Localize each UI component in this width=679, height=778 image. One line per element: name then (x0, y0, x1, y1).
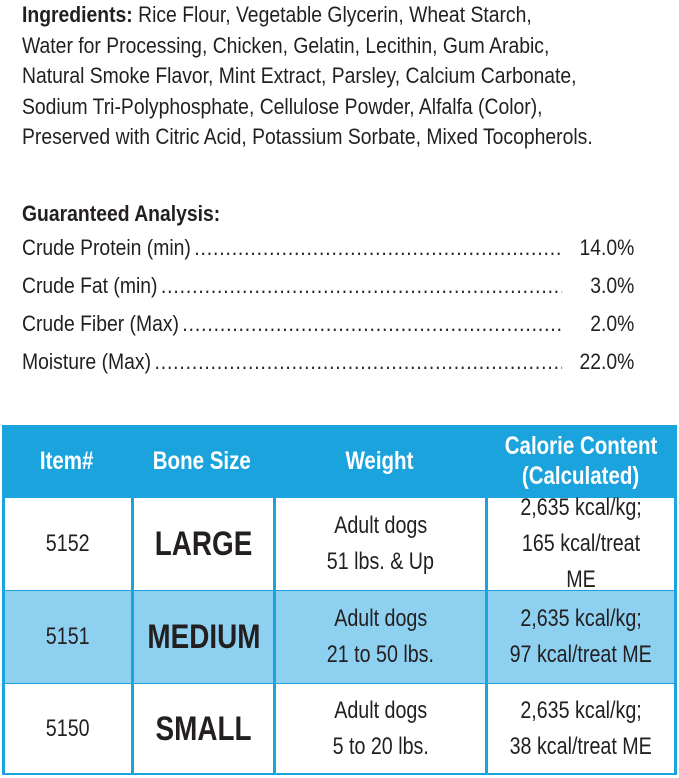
ingredients: Ingredients: Rice Flour, Vegetable Glyce… (22, 2, 593, 149)
analysis-row: Crude Protein (min)14.0% (22, 229, 634, 267)
calorie-content: 2,635 kcal/kg; 165 kcal/treat ME (488, 494, 674, 593)
analysis-row: Crude Fiber (Max)2.0% (22, 305, 634, 343)
item-number: 5150 (5, 684, 131, 773)
calorie-content: 2,635 kcal/kg; 97 kcal/treat ME (488, 591, 674, 683)
calorie-content: 2,635 kcal/kg; 38 kcal/treat ME (488, 684, 674, 773)
bone-size: LARGE (134, 498, 273, 590)
label-text: Ingredients: Rice Flour, Vegetable Glyce… (22, 0, 641, 381)
bone-size: SMALL (134, 684, 273, 773)
analysis-row: Crude Fat (min)3.0% (22, 267, 634, 305)
weight: Adult dogs 51 lbs. & Up (276, 498, 485, 590)
analysis-row: Moisture (Max)22.0% (22, 343, 634, 381)
header-weight: Weight (345, 447, 413, 475)
header-calorie: Calorie Content (Calculated) (504, 432, 658, 490)
ingredients-label: Ingredients: (22, 2, 133, 27)
bone-size: MEDIUM (134, 591, 273, 683)
analysis-title: Guaranteed Analysis: (22, 200, 221, 226)
size-table: Item# Bone Size Weight Calorie Content (C… (2, 425, 677, 775)
header-bone-size: Bone Size (153, 447, 251, 475)
header-item: Item# (39, 447, 94, 475)
weight: Adult dogs 5 to 20 lbs. (276, 684, 485, 773)
weight: Adult dogs 21 to 50 lbs. (276, 591, 485, 683)
item-number: 5152 (5, 498, 131, 590)
item-number: 5151 (5, 591, 131, 683)
